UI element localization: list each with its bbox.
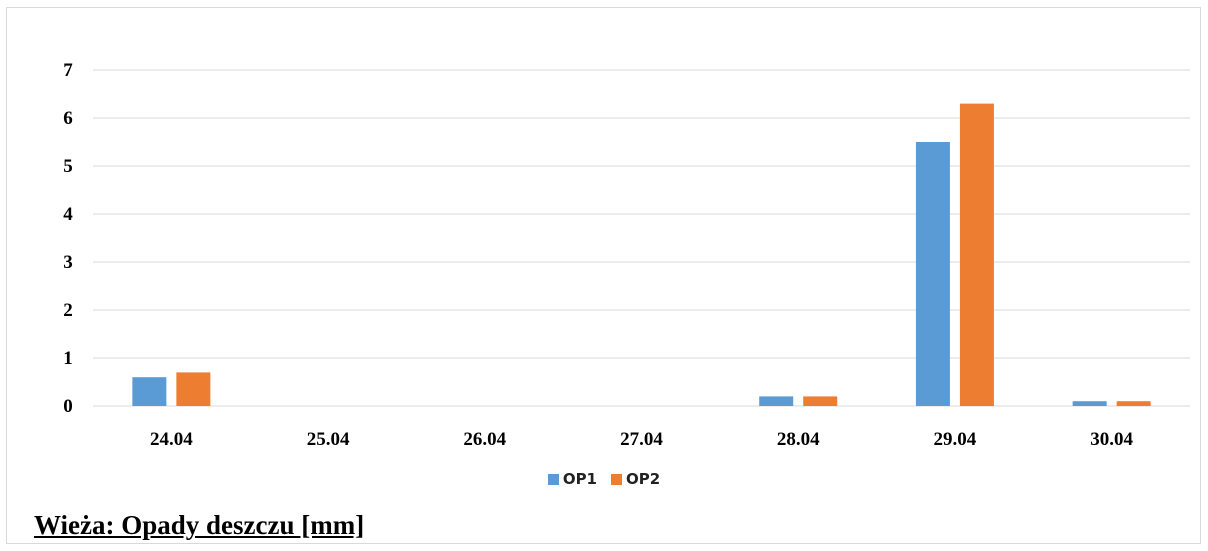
legend-item-op1: OP1 — [547, 470, 597, 488]
x-tick-label: 28.04 — [777, 429, 820, 450]
y-tick-label: 6 — [63, 108, 73, 129]
bar-op2-28.04 — [803, 396, 838, 406]
legend-swatch-op1 — [547, 473, 559, 485]
bars — [132, 103, 1151, 406]
bar-op1-29.04 — [915, 142, 950, 406]
x-axis-ticks: 24.04 25.04 26.04 27.04 28.04 29.04 30.04 — [150, 429, 1134, 450]
gridlines — [93, 69, 1190, 407]
x-tick-label: 26.04 — [463, 429, 506, 450]
y-tick-label: 1 — [63, 348, 73, 369]
x-tick-label: 25.04 — [307, 429, 350, 450]
bar-op1-24.04 — [132, 377, 167, 406]
y-tick-label: 4 — [63, 204, 73, 225]
y-tick-label: 0 — [63, 396, 73, 417]
bar-chart: 0 1 2 3 4 5 6 7 24.04 25.04 26.04 27.04 28.04 29.04 3… — [63, 60, 1190, 450]
bar-op2-24.04 — [176, 372, 211, 406]
legend-item-op2: OP2 — [611, 470, 660, 488]
y-tick-label: 2 — [63, 300, 73, 321]
legend-label-op1: OP1 — [562, 470, 597, 488]
y-axis-ticks: 0 1 2 3 4 5 6 7 — [63, 60, 73, 417]
x-tick-label: 24.04 — [150, 429, 193, 450]
legend-swatch-op2 — [611, 473, 622, 485]
bar-op1-28.04 — [759, 396, 794, 406]
y-tick-label: 5 — [63, 156, 73, 177]
x-tick-label: 27.04 — [620, 429, 663, 450]
bar-op2-29.04 — [959, 103, 994, 406]
x-tick-label: 29.04 — [934, 429, 977, 450]
y-tick-label: 7 — [63, 60, 73, 81]
bar-op1-30.04 — [1072, 401, 1107, 406]
legend: OP1 OP2 — [0, 470, 1208, 488]
x-tick-label: 30.04 — [1090, 429, 1133, 450]
chart-frame — [6, 7, 1201, 544]
y-tick-label: 3 — [63, 252, 73, 273]
bar-op2-30.04 — [1116, 401, 1151, 406]
legend-label-op2: OP2 — [626, 470, 661, 488]
chart-caption: Wieża: Opady deszczu [mm] — [34, 510, 365, 540]
